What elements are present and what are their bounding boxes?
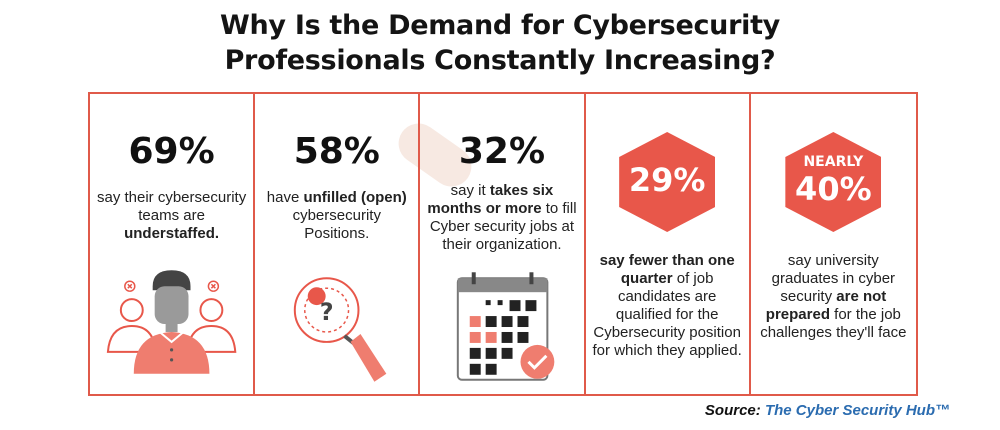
- desc-text: say their cybersecurity teams are: [96, 189, 247, 224]
- stat-description: say their cybersecurity teams are unders…: [96, 189, 247, 243]
- magnifier-question-icon: ?: [293, 277, 387, 382]
- desc-text-after: to fill Cyber security jobs at their org…: [429, 200, 577, 253]
- stat-value: 32%: [458, 131, 546, 172]
- source-label: Source:: [704, 402, 761, 419]
- stat-panel-understaffed: 69% say their cybersecurity teams are un…: [90, 94, 256, 394]
- stat-prefix: NEARLY: [803, 154, 864, 170]
- hexagon-badge: NEARLY 40%: [785, 132, 882, 232]
- stat-value: 40%: [795, 170, 872, 208]
- desc-bold: are not prepared: [765, 288, 887, 323]
- stat-description: say it takes six months or more to fill …: [426, 182, 577, 254]
- stat-value: 58%: [293, 131, 380, 172]
- close-icon: [124, 280, 220, 292]
- desc-text: have: [266, 189, 304, 206]
- calendar-check-icon: [457, 272, 555, 381]
- stat-panel-unfilled: 58% have unfilled (open) cybersecurity P…: [255, 94, 421, 394]
- understaffed-team-illustration: [106, 270, 237, 374]
- desc-bold: takes six months or more: [427, 182, 554, 217]
- source-credit: Source: The Cyber Security Hub™: [705, 402, 950, 419]
- title-line-2: Professionals Constantly Increasing?: [224, 45, 776, 76]
- svg-text:?: ?: [320, 298, 334, 326]
- stat-panel-graduates: NEARLY 40% say university graduates in c…: [751, 94, 916, 394]
- desc-text: say university graduates in cyber securi…: [771, 252, 896, 305]
- stat-description: have unfilled (open) cybersecurity Posit…: [261, 189, 412, 243]
- hexagon-badge: 29%: [619, 132, 716, 232]
- stat-description: say fewer than one quarter of job candid…: [592, 252, 743, 360]
- stats-panels: 69% say their cybersecurity teams are un…: [88, 92, 918, 396]
- desc-bold: understaffed.: [124, 225, 220, 242]
- desc-text-after: of job candidates are qualified for the …: [592, 270, 742, 359]
- page-title: Why Is the Demand for Cybersecurity Prof…: [0, 8, 1000, 78]
- stat-description: say university graduates in cyber securi…: [757, 252, 910, 342]
- stat-panel-six-months: 32% say it takes six months or more to f…: [420, 94, 586, 394]
- desc-bold: unfilled (open): [303, 189, 407, 206]
- stat-value: 69%: [128, 131, 215, 172]
- stat-panel-qualified: 29% say fewer than one quarter of job ca…: [586, 94, 751, 394]
- desc-bold: say fewer than one quarter: [599, 252, 735, 287]
- desc-text-after: cybersecurity Positions.: [292, 207, 381, 242]
- desc-text-after: for the job challenges they'll face: [760, 306, 907, 341]
- title-line-1: Why Is the Demand for Cybersecurity: [220, 10, 780, 41]
- desc-text: say it: [450, 182, 490, 199]
- stat-value: 29%: [628, 161, 706, 199]
- source-org: The Cyber Security Hub™: [764, 402, 950, 419]
